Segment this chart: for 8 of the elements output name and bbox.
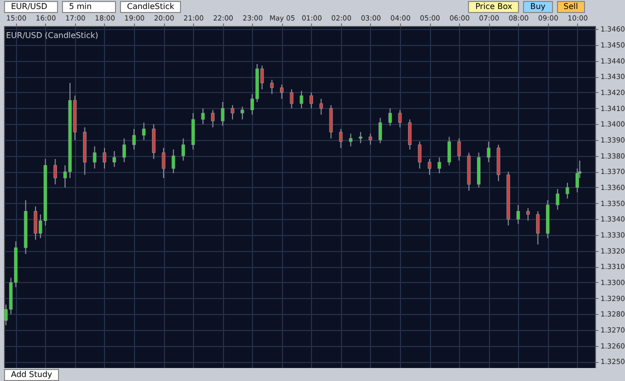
text: CandleStick — [120, 1, 182, 13]
text: EUR/USD (CandleStick) — [6, 31, 98, 40]
text: EUR/USD — [4, 1, 58, 13]
text: Buy — [523, 1, 553, 13]
text: Price Box — [468, 1, 520, 13]
text: Sell — [556, 1, 585, 13]
text: Add Study — [4, 368, 60, 380]
text: 5 min — [62, 1, 116, 13]
